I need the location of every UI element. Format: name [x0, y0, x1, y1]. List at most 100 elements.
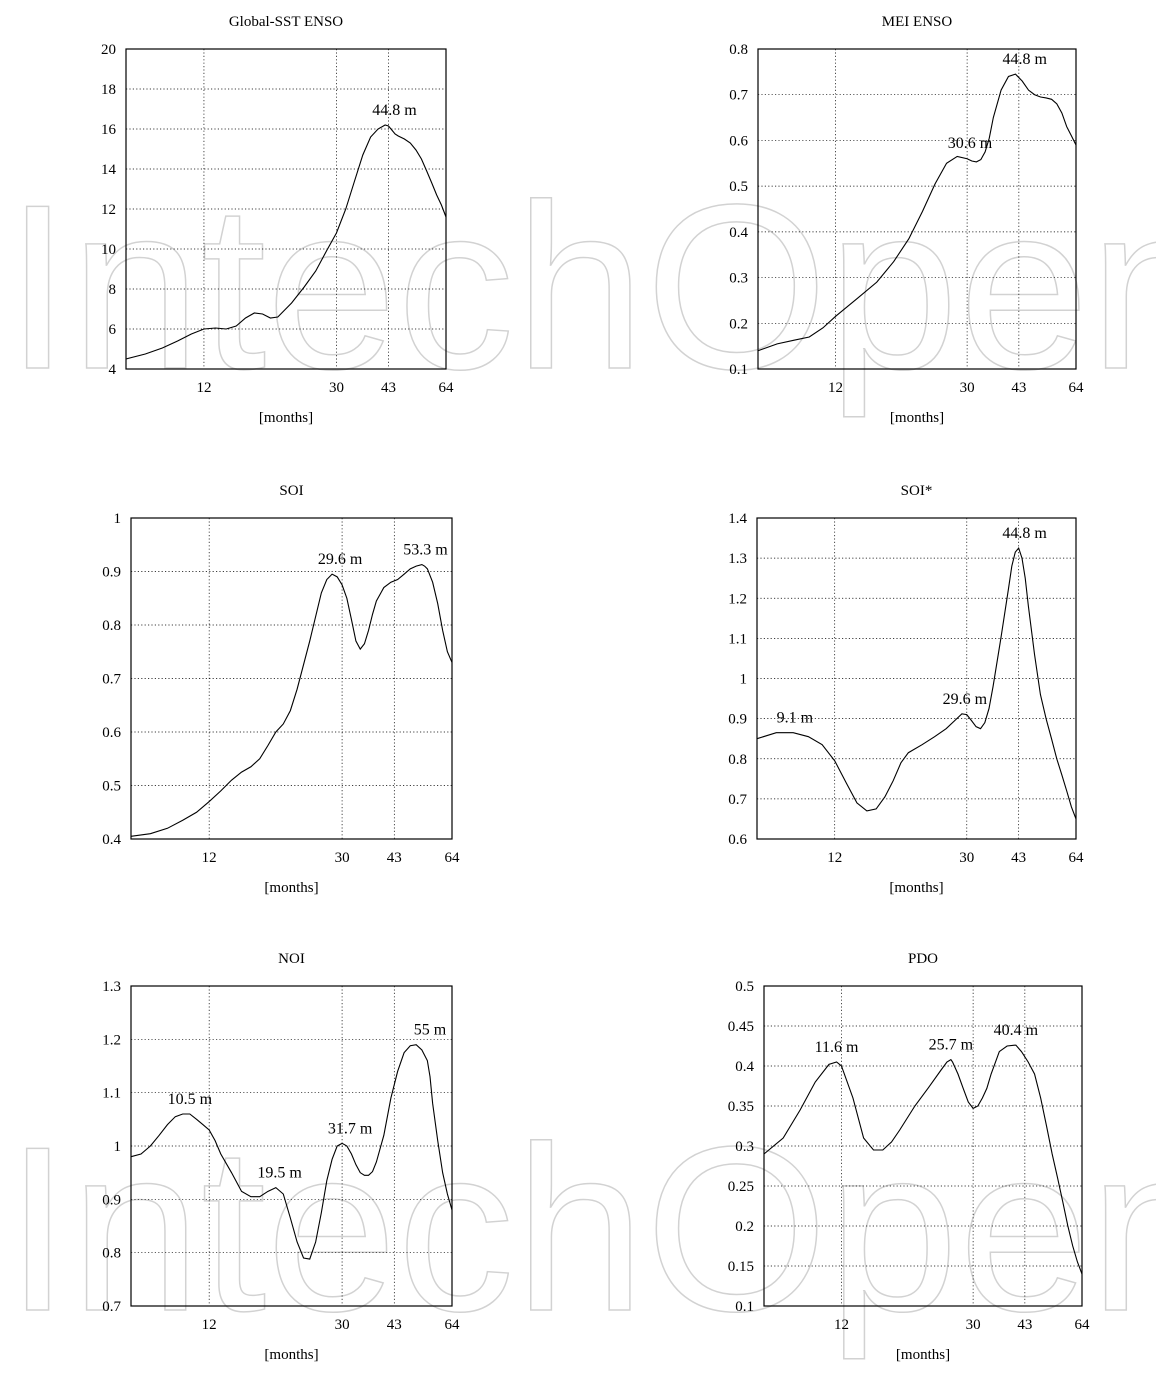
- y-tick-label: 0.5: [735, 979, 754, 995]
- peak-annotation: 30.6 m: [948, 135, 993, 152]
- y-tick-label: 0.7: [728, 792, 747, 808]
- series-line: [130, 1044, 453, 1260]
- x-tick-label: 43: [1011, 380, 1026, 396]
- x-tick-label: 64: [1069, 380, 1085, 396]
- chart-title: MEI ENSO: [882, 14, 953, 30]
- y-tick-label: 0.4: [729, 225, 748, 241]
- peak-annotation: 31.7 m: [328, 1120, 373, 1137]
- y-tick-label: 1.1: [728, 631, 747, 647]
- x-tick-label: 64: [439, 380, 455, 396]
- y-tick-label: 0.6: [729, 133, 748, 149]
- y-tick-label: 0.8: [728, 752, 747, 768]
- peak-annotation: 53.3 m: [403, 542, 448, 559]
- series-line: [130, 563, 453, 837]
- y-tick-label: 0.6: [102, 725, 121, 741]
- chart-panel-5: NOI 0.7 0.8 0.9 1 1.1 1.2 1.3 12 30 43 64 [months] 10…: [102, 951, 460, 1363]
- y-tick-label: 18: [101, 82, 116, 98]
- y-tick-label: 0.9: [728, 712, 747, 728]
- y-tick-label: 1.3: [728, 551, 747, 567]
- y-tick-label: 1.4: [728, 511, 747, 527]
- plot-frame: [763, 985, 1083, 1307]
- peak-annotation: 29.6 m: [943, 691, 988, 708]
- plot-frame: [757, 48, 1077, 370]
- x-axis-label: [months]: [889, 880, 943, 896]
- y-tick-label: 0.15: [728, 1259, 754, 1275]
- y-tick-label: 0.3: [729, 271, 748, 287]
- peak-annotation: 19.5 m: [257, 1165, 302, 1182]
- chart-panel-6: PDO 0.1 0.15 0.2 0.25 0.3 0.35 0.4 0.45 0.5 12 30 43…: [728, 951, 1090, 1363]
- y-tick-label: 0.1: [735, 1299, 754, 1315]
- series-line: [756, 546, 1077, 820]
- chart-title: SOI: [279, 483, 303, 499]
- y-tick-label: 0.6: [728, 832, 747, 848]
- x-tick-label: 43: [1017, 1317, 1032, 1333]
- chart-title: SOI*: [901, 483, 933, 499]
- y-tick-label: 1.2: [728, 591, 747, 607]
- x-tick-label: 43: [381, 380, 396, 396]
- y-tick-label: 16: [101, 122, 117, 138]
- chart-panel-4: SOI* 0.6 0.7 0.8 0.9 1 1.1 1.2 1.3 1.4 12 30 43 64 [mo…: [728, 483, 1084, 896]
- x-tick-label: 30: [335, 850, 350, 866]
- x-tick-label: 30: [329, 380, 344, 396]
- series-line: [757, 73, 1077, 352]
- y-tick-label: 1: [114, 1139, 122, 1155]
- y-tick-label: 0.5: [729, 179, 748, 195]
- y-tick-label: 1.1: [102, 1086, 121, 1102]
- y-tick-label: 0.35: [728, 1099, 754, 1115]
- peak-annotation: 11.6 m: [815, 1039, 859, 1056]
- y-tick-label: 10: [101, 242, 116, 258]
- y-tick-label: 12: [101, 202, 116, 218]
- x-tick-label: 64: [445, 850, 461, 866]
- x-tick-label: 43: [387, 850, 402, 866]
- x-tick-label: 43: [387, 1317, 402, 1333]
- peak-annotation: 10.5 m: [168, 1091, 213, 1108]
- x-tick-label: 64: [1069, 850, 1085, 866]
- x-tick-label: 12: [202, 850, 217, 866]
- x-axis-label: [months]: [264, 880, 318, 896]
- y-tick-label: 0.4: [102, 832, 121, 848]
- x-axis-label: [months]: [259, 410, 313, 426]
- y-tick-label: 1.3: [102, 979, 121, 995]
- x-tick-label: 30: [960, 380, 975, 396]
- y-tick-label: 1.2: [102, 1032, 121, 1048]
- x-axis-label: [months]: [896, 1347, 950, 1363]
- peak-annotation: 55 m: [414, 1022, 447, 1039]
- y-tick-label: 1: [740, 672, 748, 688]
- y-tick-label: 0.8: [102, 1246, 121, 1262]
- y-tick-label: 0.7: [102, 672, 121, 688]
- x-tick-label: 12: [827, 850, 842, 866]
- peak-annotation: 40.4 m: [994, 1022, 1039, 1039]
- chart-panel-1: Global-SST ENSO 4 6 8 10 12 14 16 18 20 12 30 43 64 [m…: [101, 14, 454, 426]
- chart-title: NOI: [278, 951, 305, 967]
- y-tick-label: 8: [109, 282, 117, 298]
- series-line: [125, 124, 447, 360]
- y-tick-label: 0.8: [729, 42, 748, 58]
- y-tick-label: 0.2: [735, 1219, 754, 1235]
- y-tick-label: 0.7: [729, 88, 748, 104]
- x-tick-label: 12: [196, 380, 211, 396]
- x-tick-label: 64: [445, 1317, 461, 1333]
- y-tick-label: 0.9: [102, 565, 121, 581]
- y-tick-label: 0.9: [102, 1192, 121, 1208]
- y-tick-label: 0.7: [102, 1299, 121, 1315]
- x-tick-label: 12: [202, 1317, 217, 1333]
- y-tick-label: 6: [109, 322, 117, 338]
- x-axis-label: [months]: [890, 410, 944, 426]
- y-tick-label: 0.8: [102, 618, 121, 634]
- y-tick-label: 20: [101, 42, 116, 58]
- series-line: [763, 1044, 1083, 1275]
- x-tick-label: 43: [1011, 850, 1026, 866]
- y-tick-label: 0.3: [735, 1139, 754, 1155]
- plot-frame: [125, 48, 447, 370]
- plot-frame: [756, 517, 1077, 840]
- x-tick-label: 30: [959, 850, 974, 866]
- y-tick-label: 4: [109, 362, 117, 378]
- peak-annotation: 29.6 m: [318, 551, 363, 568]
- y-tick-label: 0.5: [102, 779, 121, 795]
- peak-annotation: 25.7 m: [929, 1037, 974, 1054]
- plot-frame: [130, 517, 453, 840]
- y-tick-label: 0.1: [729, 362, 748, 378]
- y-tick-label: 1: [114, 511, 122, 527]
- y-tick-label: 14: [101, 162, 117, 178]
- x-tick-label: 12: [834, 1317, 849, 1333]
